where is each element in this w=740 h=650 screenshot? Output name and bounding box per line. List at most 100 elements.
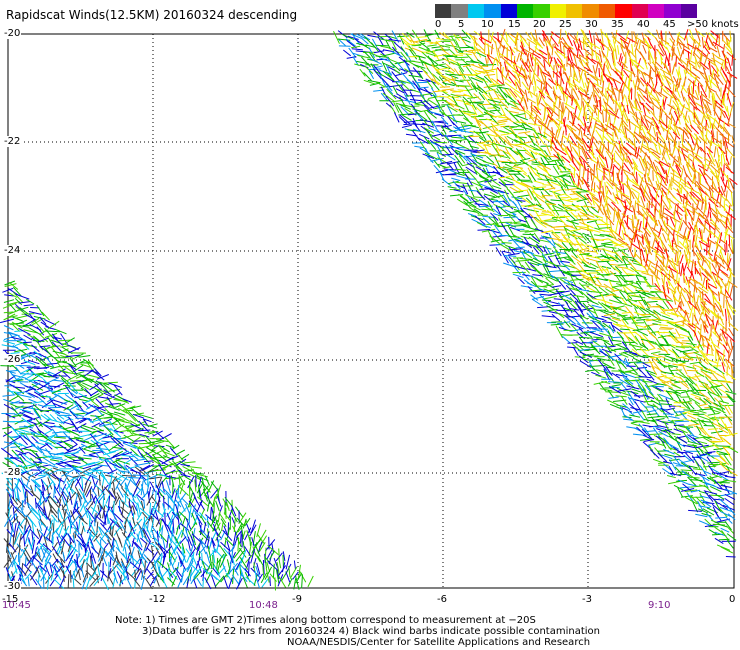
wind-barb <box>577 117 585 127</box>
wind-barb <box>602 321 613 324</box>
wind-barb <box>685 209 687 220</box>
wind-barb <box>608 77 614 88</box>
wind-barb <box>697 440 708 445</box>
wind-barb <box>686 301 692 311</box>
wind-barb <box>431 78 440 86</box>
wind-barb <box>658 161 666 175</box>
wind-barb <box>645 211 654 221</box>
wind-barb <box>428 127 439 133</box>
wind-barb <box>673 428 685 434</box>
wind-barb <box>718 498 729 507</box>
wind-barb <box>710 164 720 174</box>
wind-barb <box>696 205 707 217</box>
wind-barb <box>643 33 652 41</box>
wind-barb <box>444 127 457 133</box>
wind-barb <box>669 217 676 229</box>
wind-barb <box>579 360 592 368</box>
wind-barb <box>519 34 525 48</box>
wind-barb <box>503 205 517 209</box>
wind-barb <box>576 261 586 273</box>
wind-barb <box>591 91 597 104</box>
wind-barb <box>22 324 33 327</box>
wind-barb <box>42 355 52 360</box>
wind-barb <box>527 261 536 268</box>
wind-barb <box>703 425 714 427</box>
wind-barb <box>630 366 638 375</box>
wind-barb <box>388 35 398 40</box>
wind-barb <box>707 282 718 289</box>
wind-barb <box>729 177 738 185</box>
wind-barb <box>607 60 613 70</box>
wind-barb <box>607 381 620 383</box>
wind-barb <box>666 407 676 411</box>
wind-barb <box>373 31 384 40</box>
wind-barb <box>636 272 648 281</box>
wind-barb <box>539 294 549 304</box>
wind-barb <box>717 422 730 432</box>
wind-barb <box>671 257 677 272</box>
wind-barb <box>82 401 90 409</box>
wind-barb <box>624 280 639 285</box>
wind-barb <box>624 325 637 331</box>
wind-barb <box>500 125 510 128</box>
wind-barb <box>577 213 586 226</box>
wind-barb <box>727 244 734 255</box>
wind-barb <box>549 260 560 269</box>
wind-barb <box>674 161 684 171</box>
wind-barb <box>705 376 715 388</box>
wind-barb <box>608 279 615 293</box>
wind-barb <box>628 344 643 348</box>
wind-barb <box>631 348 642 357</box>
wind-barb <box>570 173 576 183</box>
wind-barb <box>686 208 694 220</box>
wind-barb <box>5 370 16 374</box>
wind-barb <box>519 257 534 261</box>
wind-barb <box>667 124 670 135</box>
wind-barb <box>512 265 527 270</box>
wind-barb <box>591 371 602 377</box>
wind-barb <box>595 284 608 288</box>
wind-barb <box>606 47 609 58</box>
east-swath-wind-barbs <box>333 28 739 558</box>
wind-barb <box>608 299 621 304</box>
wind-barb <box>562 90 572 99</box>
wind-barb <box>545 277 555 285</box>
wind-barb <box>513 122 525 129</box>
wind-barb <box>605 293 615 297</box>
wind-barb <box>16 340 28 345</box>
wind-barb <box>654 341 664 351</box>
wind-barb <box>87 445 99 448</box>
wind-barb <box>363 72 372 82</box>
wind-barb <box>426 110 437 119</box>
wind-barb <box>673 404 686 409</box>
wind-barb <box>659 236 664 249</box>
wind-barb <box>479 65 489 67</box>
wind-barb <box>634 399 646 403</box>
wind-barb <box>685 391 691 401</box>
scale-label-20: 20 <box>533 19 546 30</box>
wind-barb <box>552 90 557 102</box>
wind-barb <box>493 137 501 146</box>
wind-barb <box>611 201 622 212</box>
wind-barb <box>433 164 443 176</box>
wind-barb <box>590 181 594 192</box>
wind-barb <box>588 138 592 153</box>
wind-barb <box>623 109 629 121</box>
wind-barb <box>710 30 721 39</box>
wind-barb <box>573 236 581 246</box>
wind-barb <box>694 396 707 403</box>
wind-barb <box>633 59 645 70</box>
wind-barb <box>503 216 516 219</box>
wind-barb <box>180 453 190 460</box>
wind-barb <box>657 393 664 402</box>
wind-barb <box>149 457 160 465</box>
wind-barb <box>492 114 506 118</box>
wind-barb <box>611 324 624 334</box>
wind-barb <box>447 180 459 185</box>
wind-barb <box>668 364 679 368</box>
wind-barb <box>142 418 152 423</box>
wind-barb <box>628 246 634 258</box>
wind-barb <box>522 250 533 259</box>
wind-barb <box>520 235 530 240</box>
wind-barb <box>359 63 369 69</box>
